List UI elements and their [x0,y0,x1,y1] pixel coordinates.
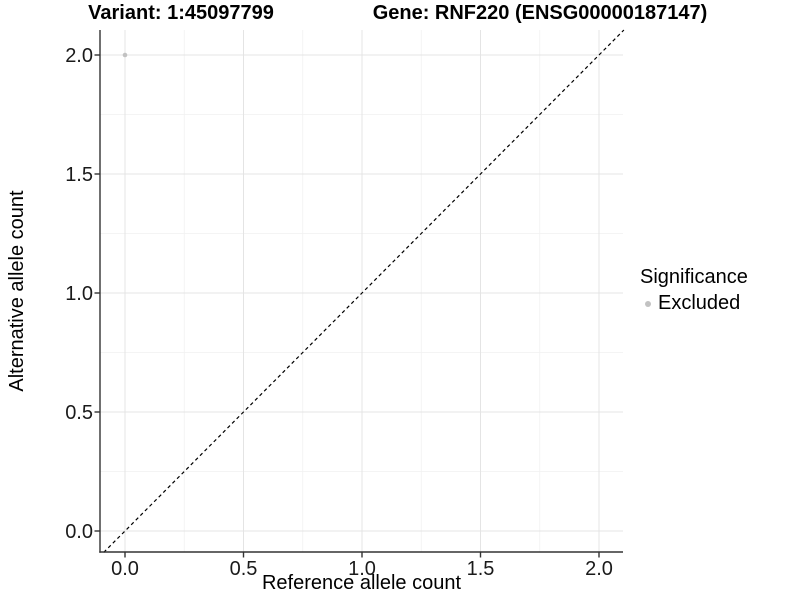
y-tick-label: 1.5 [65,164,93,186]
x-tick-label: 0.5 [230,558,258,580]
variant-title: Variant: 1:45097799 [88,2,274,24]
y-tick-label: 0.0 [65,521,93,543]
legend-item-label: Excluded [658,292,741,314]
x-tick-label: 0.0 [111,558,139,580]
excluded-point-icon [645,300,651,307]
x-tick-label: 1.5 [467,558,495,580]
legend-title: Significance [640,266,748,288]
y-tick-label: 1.0 [65,283,93,305]
identity-dashed-line [103,29,625,553]
x-tick-label: 2.0 [585,558,613,580]
x-tick-label: 1.0 [348,558,376,580]
y-tick-label: 2.0 [65,45,93,67]
y-tick-label: 0.5 [65,402,93,424]
x-axis-title: Reference allele count [261,572,461,594]
data-point-excluded [122,52,128,58]
legend-item-excluded: Excluded [640,292,748,315]
legend: Significance Excluded [640,266,748,315]
y-axis-title: Alternative allele count [6,190,28,392]
gene-title: Gene: RNF220 (ENSG00000187147) [372,2,708,24]
